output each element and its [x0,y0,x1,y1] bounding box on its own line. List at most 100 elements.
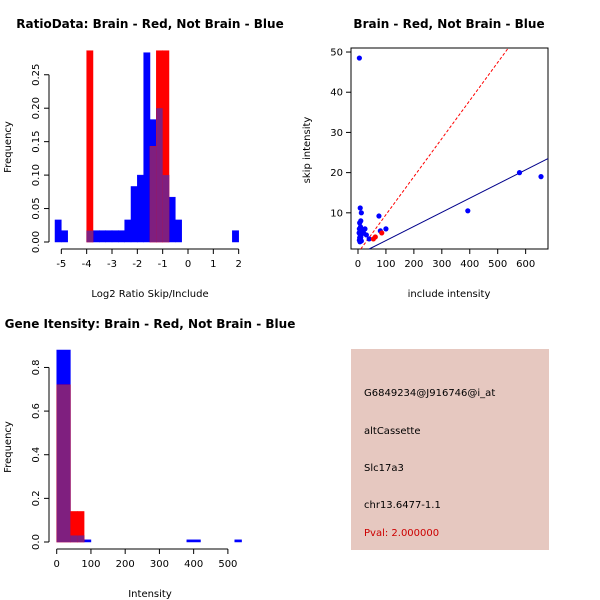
scatter-ylabel: skip intensity [302,117,313,184]
brain-point-1 [372,234,378,240]
scatter-x-tick-label: 100 [376,259,395,270]
gene-xlabel: Intensity [128,589,172,600]
ratio-y-tick-label: 0.20 [31,97,42,119]
gene-bars [56,349,242,543]
not-brain-point-4 [357,220,363,226]
scatter-y-tick-label: 40 [330,88,343,99]
ratio-y-tick-label: 0.25 [31,64,42,86]
gene-x-tick-label: 300 [150,559,169,570]
probe-id: G6849234@J916746@i_at [364,388,495,399]
ratio-bar-not-brain-11 [143,52,151,243]
ratio-bar-overlap-2 [156,108,163,242]
ratio-bar-overlap-1 [150,146,157,242]
gene-axes: 0 100 200 300 400 500 0.0 0.2 0.4 0.6 0.8 [31,360,237,570]
gene-bar-overlap-1 [70,535,78,542]
ratio-x-tick-label: -5 [56,259,66,270]
info-panel: G6849234@J916746@i_at altCassette Slc17a… [351,349,549,550]
scatter-plot-box [350,47,549,250]
gene-bar-overlap-2 [77,535,85,542]
scatter-x-tick-label: 200 [404,259,423,270]
gene-y-tick-label: 0.4 [31,447,42,463]
ratio-xlabel: Log2 Ratio Skip/Include [91,289,208,300]
scatter-y-tick-label: 10 [330,208,343,219]
gene-bar-not-brain-4 [186,539,201,543]
ratio-bar-not-brain-9 [130,186,138,243]
event-type: altCassette [364,426,421,437]
info-panel-background [351,349,549,550]
p-value: Pval: 2.000000 [364,528,439,539]
genomic-location: chr13.6477-1.1 [364,500,441,511]
ratio-y-tick-label: 0.00 [31,231,42,253]
ratio-bar-not-brain-17 [232,230,239,243]
gene-bar-overlap-0 [56,384,71,542]
ratio-x-tick-label: -4 [82,259,92,270]
gene-x-tick-label: 500 [218,559,237,570]
scatter-y-tick-label: 20 [330,168,343,179]
gene-ylabel: Frequency [3,421,14,473]
brain-fit-line [360,47,509,250]
gene-x-tick-label: 400 [184,559,203,570]
ratio-bar-overlap-3 [162,175,169,242]
scatter-x-tick-label: 300 [432,259,451,270]
gene-intensity-histogram: Gene Itensity: Brain - Red, Not Brain - … [3,317,295,600]
not-brain-point-22 [366,236,372,242]
ratio-bar-not-brain-7 [118,230,125,243]
ratio-axes: -5 -4 -3 -2 -1 0 1 2 0.00 0.05 0.10 0.15 0.20 0.25 [31,64,242,270]
scatter-x-tick-label: 600 [516,259,535,270]
ratio-bar-not-brain-15 [168,196,176,243]
gene-y-tick-label: 0.0 [31,534,42,550]
ratio-x-tick-label: 1 [210,259,216,270]
scatter-points [356,55,544,245]
ratio-bar-not-brain-6 [111,230,119,243]
brain-point-2 [379,230,385,236]
ratio-y-tick-label: 0.05 [31,197,42,219]
not-brain-point-0 [356,55,362,61]
not-brain-point-25 [465,208,471,214]
ratio-bar-not-brain-5 [105,230,113,243]
not-brain-point-1 [357,205,363,211]
ratio-ylabel: Frequency [3,121,14,173]
gene-bar-not-brain-5 [234,539,242,543]
ratio-histogram: RatioData: Brain - Red, Not Brain - Blue… [3,17,284,300]
ratio-x-tick-label: 2 [235,259,241,270]
ratio-bars [54,50,239,243]
not-brain-point-19 [363,232,369,238]
scatter-x-tick-label: 0 [355,259,361,270]
not-brain-point-24 [383,226,389,232]
gene-y-tick-label: 0.6 [31,403,42,419]
scatter-y-tick-label: 50 [330,48,343,59]
scatter-title: Brain - Red, Not Brain - Blue [353,17,544,31]
not-brain-point-2 [358,210,364,216]
scatter-x-tick-label: 400 [460,259,479,270]
ratio-bar-not-brain-8 [124,219,132,243]
ratio-x-tick-label: -2 [132,259,142,270]
scatter-axes: 0 100 200 300 400 500 600 10 20 30 40 50 [330,48,535,270]
ratio-bar-brain-0 [86,50,94,243]
not-brain-point-26 [516,170,523,176]
gene-x-tick-label: 200 [116,559,135,570]
ratio-x-tick-label: 0 [185,259,191,270]
gene-x-tick-label: 100 [81,559,100,570]
ratio-bar-not-brain-1 [61,230,68,243]
ratio-x-tick-label: -1 [158,259,168,270]
ratio-bar-not-brain-0 [54,219,62,243]
not-brain-point-27 [538,174,544,180]
scatter-y-tick-label: 30 [330,128,343,139]
intensity-scatter: Brain - Red, Not Brain - Blue 0 100 200 300… [302,17,549,300]
ratio-x-tick-label: -3 [107,259,117,270]
ratio-bar-overlap-0 [86,230,93,242]
not-brain-point-21 [376,213,382,219]
not-brain-point-20 [362,226,368,232]
ratio-bar-not-brain-16 [175,219,182,243]
not-brain-point-17 [357,239,363,245]
gene-name: Slc17a3 [364,463,404,474]
scatter-reference-lines [360,47,549,250]
gene-y-tick-label: 0.2 [31,490,42,506]
ratio-bar-not-brain-10 [137,174,144,243]
ratio-y-tick-label: 0.15 [31,131,42,153]
scatter-xlabel: include intensity [408,289,491,300]
gene-x-tick-label: 0 [54,559,60,570]
ratio-title: RatioData: Brain - Red, Not Brain - Blue [16,17,283,31]
scatter-x-tick-label: 500 [488,259,507,270]
